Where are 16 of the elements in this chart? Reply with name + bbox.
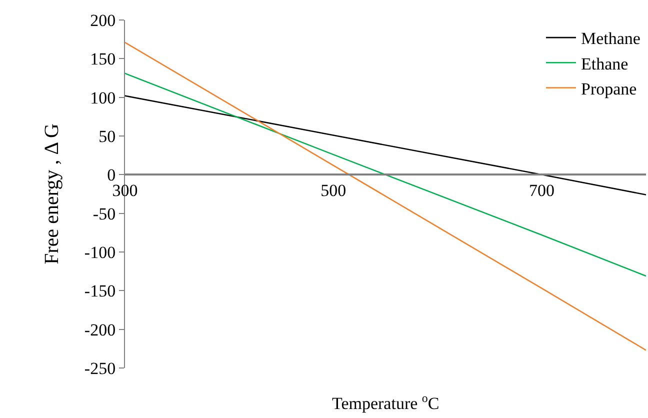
x-tick-label: 500 xyxy=(320,180,346,200)
y-tick-label: 150 xyxy=(90,50,116,69)
y-tick-label: -50 xyxy=(92,204,116,224)
y-tick-label: 50 xyxy=(98,126,116,146)
y-tick-label: 100 xyxy=(90,88,116,108)
y-axis-title: Free energy , Δ G xyxy=(40,124,63,264)
x-axis-title: Temperature $^{o}$C xyxy=(332,391,440,414)
y-tick-label: -200 xyxy=(84,320,116,340)
legend-label: Propane xyxy=(581,79,637,98)
legend-label: Methane xyxy=(581,29,640,48)
x-tick-label: 700 xyxy=(529,180,555,200)
y-tick-label: -150 xyxy=(84,282,116,301)
y-tick-label: 200 xyxy=(90,10,116,30)
y-tick-label: -250 xyxy=(84,358,116,378)
y-tick-label: -100 xyxy=(84,242,116,262)
legend-label: Ethane xyxy=(581,54,628,74)
